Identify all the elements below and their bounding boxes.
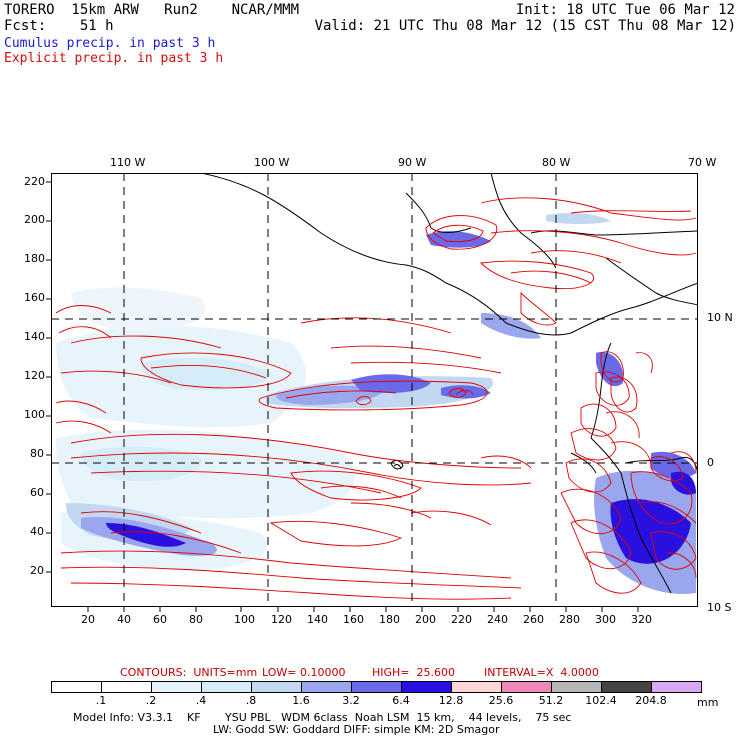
x-tick-label: 200 [415,613,436,626]
colorbar-label: 51.2 [538,694,564,707]
model-title: TORERO 15km ARW Run2 NCAR/MMM [4,2,300,18]
colorbar-swatch [101,681,152,693]
x-tick-label: 20 [81,613,95,626]
y-tick-label: 100 [24,408,45,421]
precip-colorbar [51,681,702,693]
colorbar-swatch [251,681,302,693]
y-tick-label: 60 [30,486,44,499]
colorbar-label: 204.8 [635,694,667,707]
x-tick-label: 80 [189,613,203,626]
colorbar-swatch [401,681,452,693]
colorbar-label: 102.4 [585,694,617,707]
precip-map [51,173,698,607]
contour-high: HIGH= 25.600 [372,666,456,679]
colorbar-label: .8 [245,694,257,707]
colorbar-label: 3.2 [342,694,360,707]
x-ticks [87,606,639,612]
x-tick-label: 100 [234,613,255,626]
colorbar-swatch [51,681,102,693]
graticule [51,173,698,607]
lat-label-0: 0 [707,456,714,469]
y-tick-label: 80 [30,447,44,460]
colorbar-label: .1 [95,694,107,707]
colorbar-swatch [651,681,702,693]
y-tick-label: 40 [30,525,44,538]
forecast-hour: Fcst: 51 h [4,18,114,34]
colorbar-swatch [201,681,252,693]
colorbar-label: 12.8 [438,694,464,707]
lon-label-80w: 80 W [542,156,571,169]
y-tick-label: 20 [30,564,44,577]
legend-cumulus: Cumulus precip. in past 3 h [4,36,216,51]
lon-label-110w: 110 W [110,156,146,169]
y-ticks [46,181,52,573]
lon-label-90w: 90 W [398,156,427,169]
colorbar-swatch [501,681,552,693]
x-tick-label: 260 [523,613,544,626]
x-tick-label: 160 [343,613,364,626]
x-tick-label: 220 [451,613,472,626]
colorbar-swatch [601,681,652,693]
x-tick-label: 320 [631,613,652,626]
x-tick-label: 300 [595,613,616,626]
x-tick-label: 180 [379,613,400,626]
y-tick-label: 180 [24,252,45,265]
y-tick-label: 220 [24,175,45,188]
y-tick-label: 120 [24,369,45,382]
cumulus-precip-shading [56,213,696,594]
colorbar-swatch [301,681,352,693]
map-border [51,173,698,607]
x-tick-label: 280 [559,613,580,626]
colorbar-label: 25.6 [488,694,514,707]
coastlines [200,173,698,594]
explicit-precip-contours [55,197,697,600]
x-tick-label: 60 [153,613,167,626]
lat-label-10n: 10 N [707,311,733,324]
legend-explicit: Explicit precip. in past 3 h [4,51,224,66]
lon-label-100w: 100 W [254,156,290,169]
contour-interval: INTERVAL=X 4.0000 [484,666,599,679]
colorbar-label: 1.6 [292,694,310,707]
init-time: Init: 18 UTC Tue 06 Mar 12 [515,2,735,18]
x-tick-label: 120 [271,613,292,626]
x-tick-label: 240 [487,613,508,626]
colorbar-labels: .1 .2 .4 .8 1.6 3.2 6.4 12.8 25.6 51.2 102.4 204.8 [51,695,701,707]
contour-low: LOW= 0.10000 [262,666,346,679]
y-tick-label: 140 [24,330,45,343]
lat-label-10s: 10 S [707,601,732,614]
colorbar-label: 6.4 [392,694,410,707]
x-tick-label: 40 [117,613,131,626]
x-tick-label: 140 [307,613,328,626]
physics-info: LW: Godd SW: Goddard DIFF: simple KM: 2D… [213,723,500,736]
colorbar-unit: mm [697,696,719,709]
colorbar-swatch [351,681,402,693]
colorbar-label: .2 [145,694,157,707]
model-info: Model Info: V3.3.1 KF YSU PBL WDM 6class… [73,711,572,724]
y-tick-label: 200 [24,213,45,226]
colorbar-swatch [551,681,602,693]
contour-units: CONTOURS: UNITS=mm [120,666,258,679]
y-tick-label: 160 [24,291,45,304]
valid-time: Valid: 21 UTC Thu 08 Mar 12 (15 CST Thu … [314,18,736,34]
colorbar-label: .4 [195,694,207,707]
lon-label-70w: 70 W [688,156,717,169]
colorbar-swatch [151,681,202,693]
colorbar-swatch [451,681,502,693]
